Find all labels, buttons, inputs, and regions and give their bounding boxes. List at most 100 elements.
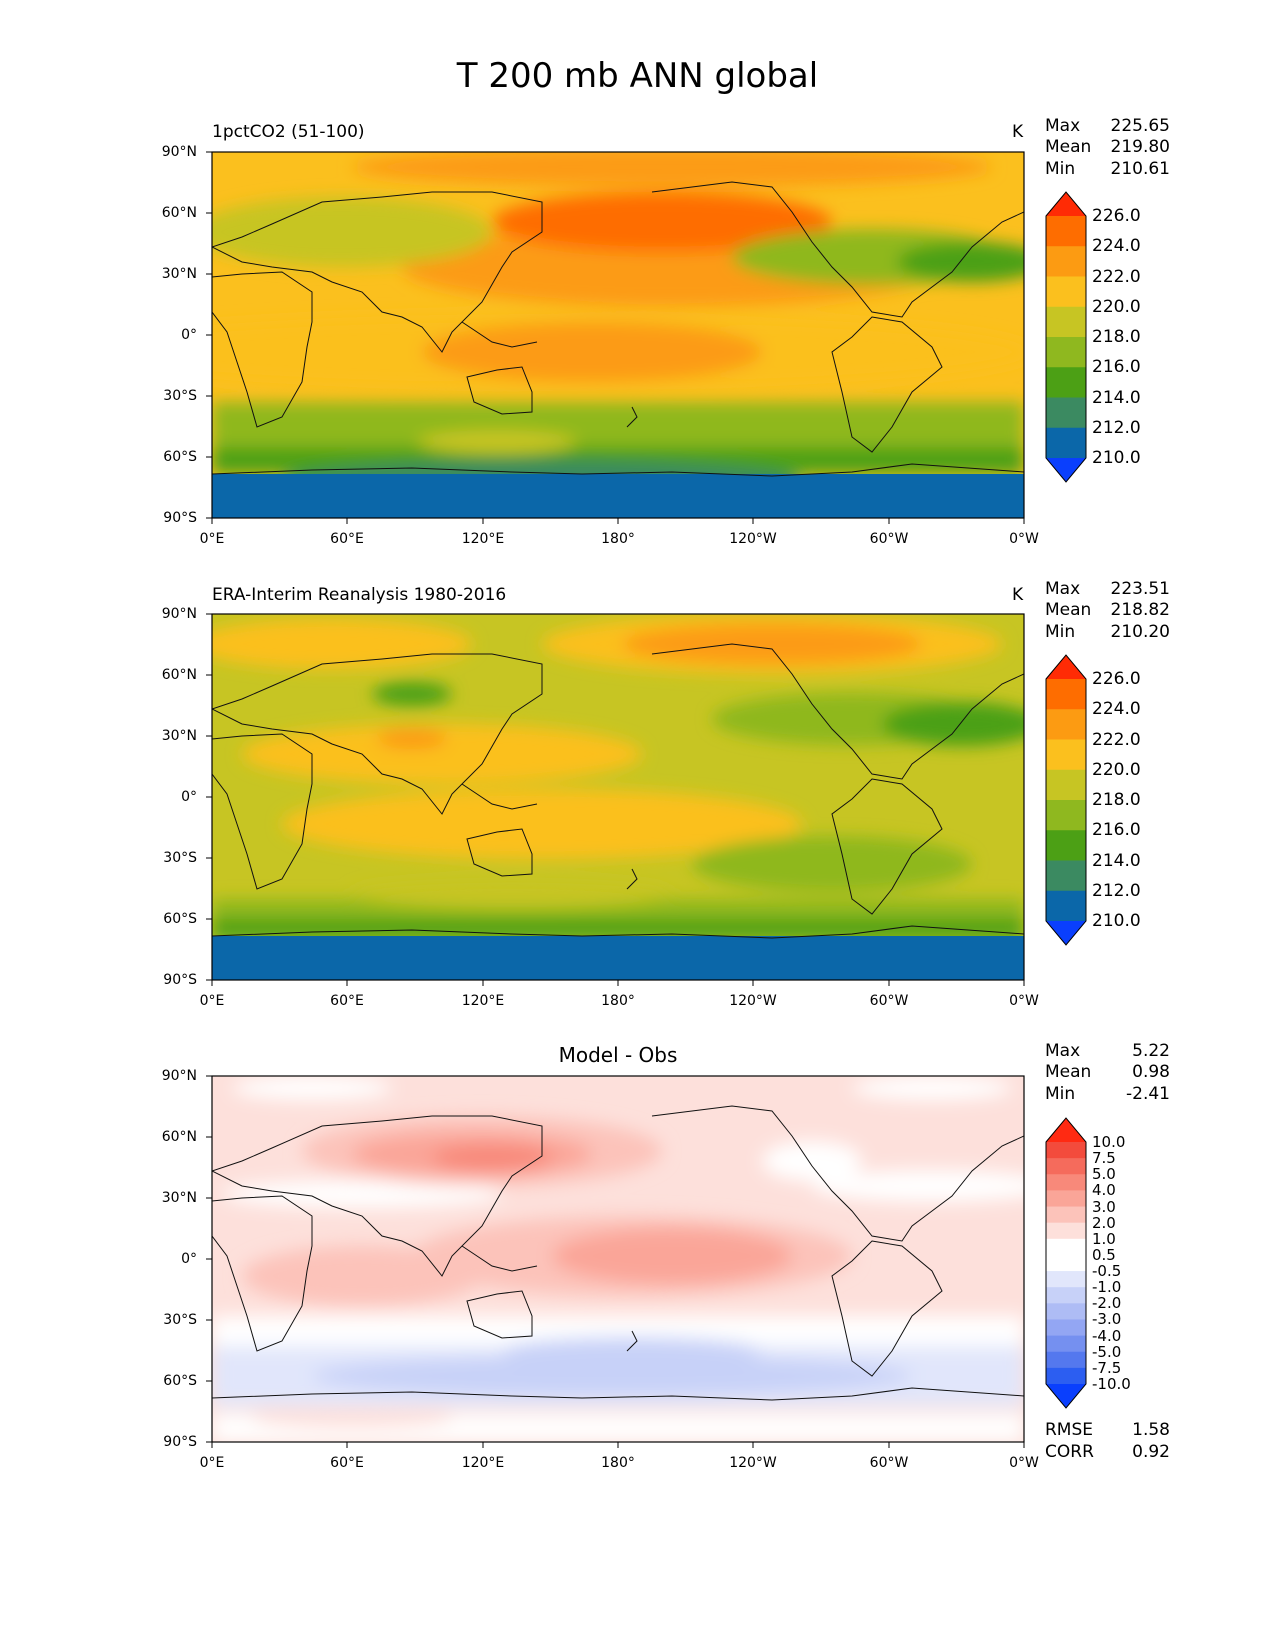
panel2-mean-label: Mean [1045,600,1092,620]
panel2-ytick-30n: 30°N [161,728,197,744]
panel3-ytick-90n: 90°N [161,1068,197,1084]
panel2-xtick-60e: 60°E [330,993,364,1009]
colorbar-tick-label: 1.0 [1092,1229,1116,1248]
colorbar-tick-label: 0.5 [1092,1245,1116,1264]
panel2-region-tibet [377,729,447,749]
panel2-antarctic-band [212,936,1024,980]
panel1-ytick-0: 0° [181,327,197,343]
panel1-mean-value: 219.80 [1110,137,1170,157]
colorbar-segment [1046,427,1086,459]
colorbar-segment [1046,1254,1086,1272]
panel1-region-europe [212,197,492,267]
colorbar-segment [1046,1367,1086,1385]
colorbar-segment [1046,1238,1086,1256]
colorbar-segment [1046,860,1086,892]
panel1-region-warm-pool [422,322,762,382]
panel2-ytick-30s: 30°S [163,850,197,866]
colorbar-segment [1046,337,1086,368]
panel1-ytick-60n: 60°N [161,205,197,221]
colorbar-segment [1046,1287,1086,1304]
panel2-coastlines [212,643,1024,939]
panel3-corr-value: 0.92 [1132,1442,1170,1462]
panel1-xtick-180: 180° [601,531,635,547]
panel3-ytick-30n: 30°N [161,1190,197,1206]
panel3-ytick-60n: 60°N [161,1129,197,1145]
panel1-max-label: Max [1045,116,1081,136]
panel3-region-white-30n [222,1180,502,1208]
colorbar-segment [1046,1222,1086,1240]
panel2-xtick-120e: 120°E [461,993,505,1009]
panel3-max-label: Max [1045,1041,1081,1061]
panel3-region-white-arctic-e [852,1076,1012,1100]
panel1-band-45s [212,402,1024,447]
panel2-xtick-120w: 120°W [729,993,777,1009]
panel2-region-siberia [372,682,452,706]
panel2-units: K [1012,585,1024,605]
panel1-min-value: 210.61 [1110,159,1170,179]
panel2-max-label: Max [1045,579,1081,599]
colorbar-tick-label: 214.0 [1092,850,1141,871]
panel3-xtick-0e: 0°E [199,1455,225,1471]
panel3-ytick-60s: 60°S [163,1373,197,1389]
colorbar-tick-label: 218.0 [1092,790,1141,810]
panel1-xtick-0e: 0°E [199,531,225,547]
panel2-region-subtropics [242,724,642,784]
panel1-xtick-60w: 60°W [869,531,909,547]
colorbar-tick-label: 2.0 [1092,1213,1116,1232]
figure-title: T 200 mb ANN global [456,56,819,96]
colorbar-segment [1046,1303,1086,1320]
panel3-ytick-90s: 90°S [163,1434,197,1450]
colorbar-segment [1046,1190,1086,1208]
colorbar-extend-max [1046,192,1086,216]
panel3-ytick-30s: 30°S [163,1312,197,1328]
panel2-xtick-60w: 60°W [869,993,909,1009]
panel3-coastlines [212,1105,1024,1401]
colorbar-extend-min [1046,1384,1086,1408]
panel3-rmse-value: 1.58 [1132,1420,1170,1440]
colorbar-segment [1046,1335,1086,1353]
colorbar-outline [1045,191,1087,483]
panel1-xtick-0w: 0°W [1009,531,1039,547]
panel3-min-value: -2.41 [1126,1084,1170,1104]
panel3-corr-label: CORR [1045,1442,1094,1462]
colorbar-segment [1046,367,1086,398]
panel3-region-salmon-tropics [552,1228,792,1284]
panel3-ytick-0: 0° [181,1251,197,1267]
colorbar-segment [1046,739,1086,771]
colorbar-outline [1045,1117,1087,1409]
colorbar-segment [1046,276,1086,308]
panel2-colorbar [1045,654,1087,946]
colorbar-tick-label: 212.0 [1092,880,1141,901]
panel3-colorbar [1045,1117,1087,1409]
panel3-region-pole-pink [252,1408,452,1428]
colorbar-tick-label: 224.0 [1092,236,1141,257]
colorbar-segment [1046,679,1086,710]
colorbar-tick-label: 212.0 [1092,417,1141,438]
panel1-max-value: 225.65 [1110,116,1170,136]
panel1-ytick-30n: 30°N [161,266,197,282]
colorbar-segment [1046,1158,1086,1175]
colorbar-tick-label: 226.0 [1092,206,1141,226]
panel2-min-value: 210.20 [1110,622,1170,642]
panel2-xtick-180: 180° [601,993,635,1009]
panel3-xtick-0w: 0°W [1009,1455,1039,1471]
panel3-region-white-atlantic [812,1170,1024,1202]
panel2-min-label: Min [1045,622,1076,642]
colorbar-tick-label: -0.5 [1092,1262,1122,1281]
colorbar-tick-label: -2.0 [1092,1294,1122,1313]
colorbar-segment [1046,1206,1086,1224]
colorbar-segment [1046,1351,1086,1369]
panel3-region-tasman [502,1337,762,1365]
panel2-xtick-0e: 0°E [199,993,225,1009]
colorbar-segment [1046,800,1086,831]
panel2-ytick-60s: 60°S [163,911,197,927]
panel2-region-south-indian [352,880,672,908]
panel2-region-arctic-warm [622,624,922,664]
panel1-map [206,151,1025,524]
colorbar-tick-label: 210.0 [1092,911,1141,931]
colorbar-tick-label: 210.0 [1092,448,1141,468]
panel3-rmse-label: RMSE [1045,1420,1094,1440]
colorbar-segment [1046,709,1086,740]
panel3-xtick-180: 180° [601,1455,635,1471]
colorbar-extend-max [1046,1118,1086,1142]
